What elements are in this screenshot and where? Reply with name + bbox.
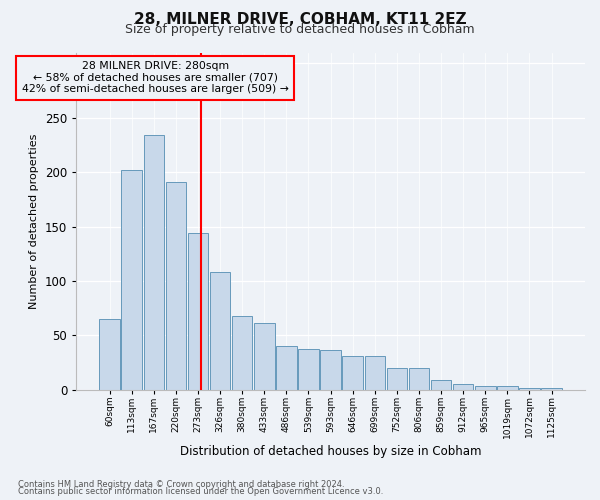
Text: Contains public sector information licensed under the Open Government Licence v3: Contains public sector information licen… [18,487,383,496]
Bar [232,316,253,390]
Bar [298,348,319,390]
Text: 28 MILNER DRIVE: 280sqm
← 58% of detached houses are smaller (707)
42% of semi-d: 28 MILNER DRIVE: 280sqm ← 58% of detache… [22,61,289,94]
Bar [365,356,385,390]
Bar [497,386,518,390]
Bar [541,388,562,390]
Bar [188,233,208,390]
Bar [254,324,275,390]
Bar [100,319,120,390]
Y-axis label: Number of detached properties: Number of detached properties [29,134,40,309]
Bar [475,386,496,390]
Bar [431,380,451,390]
Bar [453,384,473,390]
Text: Contains HM Land Registry data © Crown copyright and database right 2024.: Contains HM Land Registry data © Crown c… [18,480,344,489]
Text: Size of property relative to detached houses in Cobham: Size of property relative to detached ho… [125,24,475,36]
X-axis label: Distribution of detached houses by size in Cobham: Distribution of detached houses by size … [180,444,481,458]
Bar [276,346,296,390]
Bar [343,356,363,390]
Bar [210,272,230,390]
Bar [409,368,429,390]
Text: 28, MILNER DRIVE, COBHAM, KT11 2EZ: 28, MILNER DRIVE, COBHAM, KT11 2EZ [134,12,466,26]
Bar [320,350,341,390]
Bar [143,135,164,390]
Bar [386,368,407,390]
Bar [166,182,186,390]
Bar [121,170,142,390]
Bar [519,388,540,390]
